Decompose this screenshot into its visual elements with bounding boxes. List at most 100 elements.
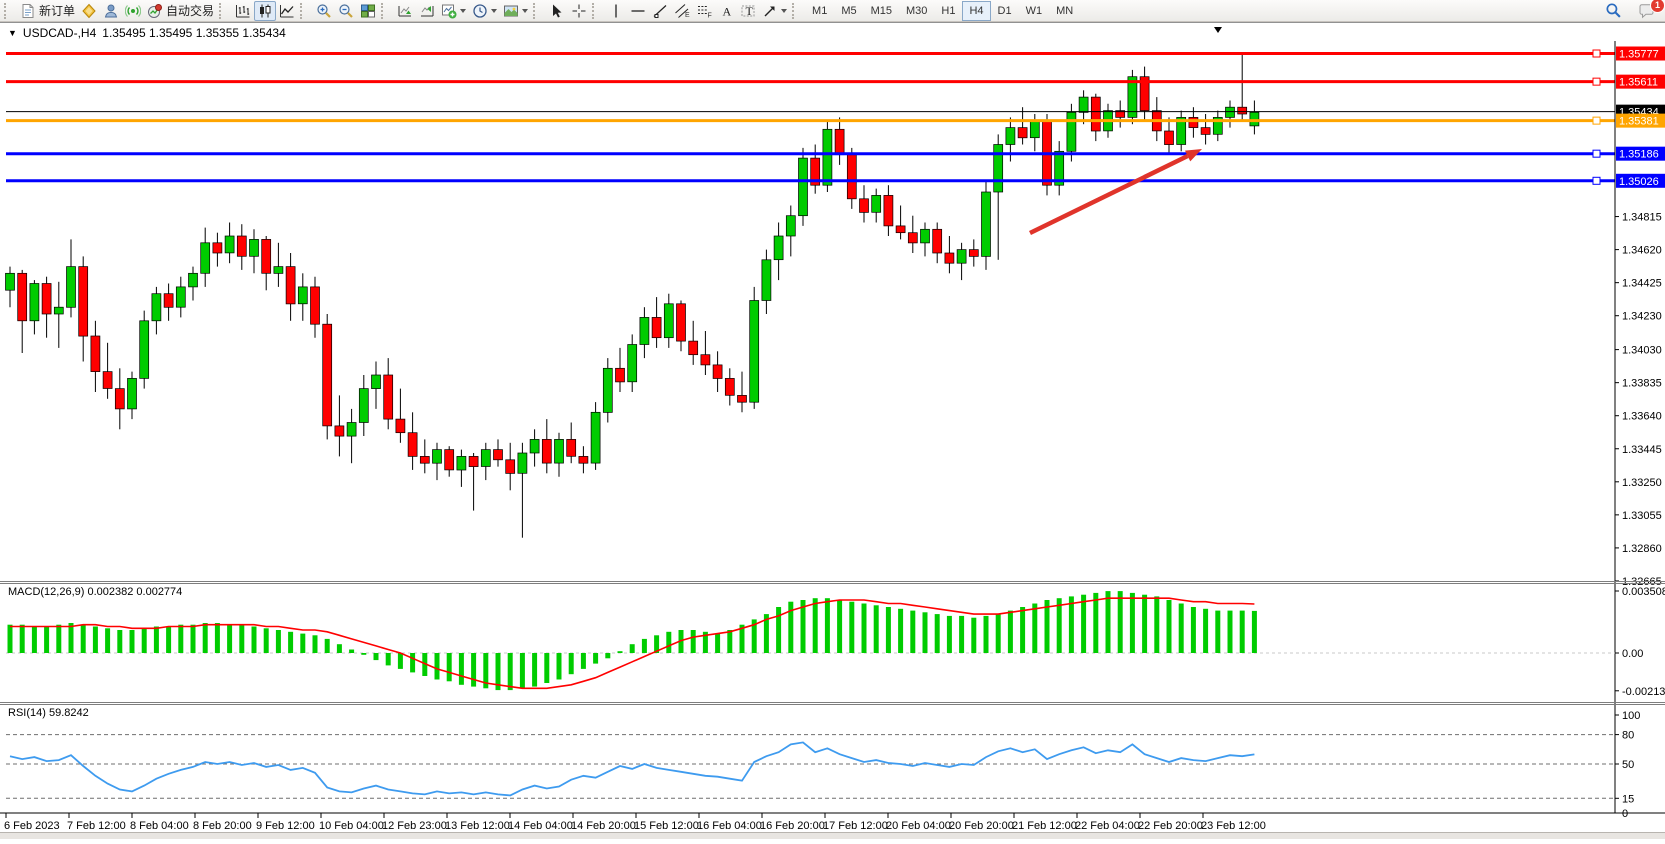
community-button[interactable]: [100, 1, 122, 21]
chat-button[interactable]: 1: [1635, 0, 1665, 21]
zoom-out-button[interactable]: [335, 1, 357, 21]
horizontal-line-tool-button[interactable]: [627, 1, 649, 21]
line-chart-mode-button[interactable]: [276, 1, 298, 21]
hline-handle[interactable]: [1592, 176, 1601, 185]
trendline-tool-button[interactable]: [649, 1, 671, 21]
timeframe-d1-button[interactable]: D1: [997, 4, 1012, 17]
clock-icon: [473, 3, 487, 18]
fibonacci-tool-button[interactable]: F: [693, 1, 715, 21]
time-axis[interactable]: 6 Feb 2023 7 Feb 12:00 8 Feb 04:00 8 Feb 20…: [0, 812, 1665, 832]
trend-arrow-annotation[interactable]: [1029, 149, 1202, 236]
bar-chart-mode-button[interactable]: [232, 1, 254, 21]
mql5-market-button[interactable]: [78, 1, 100, 21]
candlestick-mode-button[interactable]: [254, 0, 277, 21]
tile-windows-button[interactable]: [357, 1, 379, 21]
time-tick-label: 21 Feb 12:00: [1012, 820, 1077, 832]
arrows-tool-button[interactable]: [759, 1, 790, 21]
time-tick-label: 15 Feb 12:00: [634, 820, 699, 832]
dropdown-caret-icon: [460, 8, 467, 13]
auto-scroll-button[interactable]: [394, 1, 416, 21]
svg-text:1.35611: 1.35611: [1619, 77, 1658, 89]
timeframe-w1-button[interactable]: W1: [1025, 4, 1043, 17]
svg-text:T: T: [746, 4, 754, 18]
price-line-label: [1616, 46, 1665, 61]
new-order-icon: [22, 3, 34, 18]
chart-canvas[interactable]: 1.34815 1.34620 1.34425 1.34230 1.34030 1.338…: [0, 23, 1665, 839]
crosshair-tool-button[interactable]: [568, 1, 590, 21]
svg-text:E: E: [685, 12, 690, 19]
timeframe-m5-button[interactable]: M5: [841, 4, 857, 17]
text-tool-button[interactable]: A: [715, 1, 737, 21]
price-axis[interactable]: 1.34815 1.34620 1.34425 1.34230 1.34030 1.338…: [1614, 41, 1665, 813]
time-tick-label: 12 Feb 23:00: [382, 820, 447, 832]
trendline-icon: [653, 4, 667, 18]
time-tick-label: 6 Feb 2023: [4, 820, 60, 832]
price-tick-label: 1.33445: [1622, 444, 1662, 456]
price-line-label: [1616, 146, 1665, 161]
fibonacci-icon: F: [698, 5, 712, 19]
toolbar-grip[interactable]: [381, 2, 390, 19]
svg-text:1.35381: 1.35381: [1619, 116, 1659, 128]
search-button[interactable]: [1602, 1, 1625, 21]
auto-scroll-icon: [398, 5, 412, 16]
dropdown-caret-icon: [522, 8, 529, 13]
macd-tick-label: -0.002138: [1622, 686, 1665, 698]
hline-handle[interactable]: [1592, 49, 1601, 58]
timeframe-h4-button[interactable]: H4: [962, 0, 991, 21]
chart-shift-icon: [421, 5, 434, 16]
rsi-panel: 100 80 50 15 0: [6, 710, 1640, 820]
rsi-tick-label: 0: [1622, 808, 1628, 820]
svg-text:1.35026: 1.35026: [1619, 176, 1659, 188]
toolbar: 新订单 自动交易: [0, 0, 1665, 22]
chart-dropdown-icon[interactable]: ▼: [8, 28, 17, 38]
text-icon: A: [723, 4, 732, 18]
text-label-tool-button[interactable]: T: [737, 1, 759, 21]
toolbar-grip[interactable]: [792, 2, 801, 19]
horizontal-price-lines[interactable]: [6, 49, 1615, 185]
auto-trading-icon: [148, 3, 163, 18]
macd-signal-line: [10, 597, 1255, 690]
new-chart-icon: [442, 4, 457, 18]
time-tick-label: 23 Feb 12:00: [1201, 820, 1266, 832]
timeframe-m15-button[interactable]: M15: [870, 4, 892, 17]
rsi-indicator-label: RSI(14) 59.8242: [8, 707, 89, 719]
cursor-tool-button[interactable]: [546, 1, 568, 21]
toolbar-grip[interactable]: [592, 2, 601, 19]
new-order-label: 新订单: [39, 4, 76, 18]
chart-shift-marker[interactable]: [1214, 27, 1222, 33]
toolbar-grip[interactable]: [300, 2, 309, 19]
periods-clock-button[interactable]: [469, 1, 500, 21]
auto-trading-button[interactable]: 自动交易: [144, 1, 217, 21]
new-chart-button[interactable]: [438, 1, 469, 21]
vertical-line-tool-button[interactable]: [605, 1, 627, 21]
macd-panel: 0.003508 0.00 -0.002138: [6, 586, 1665, 698]
zoom-in-button[interactable]: [313, 1, 335, 21]
price-line-label: [1616, 113, 1665, 128]
templates-button[interactable]: [500, 1, 531, 21]
chart-window[interactable]: ▼ USDCAD-,H4 1.35495 1.35495 1.35355 1.3…: [0, 22, 1665, 839]
timeframe-m1-button[interactable]: M1: [812, 4, 828, 17]
hline-handle[interactable]: [1592, 116, 1601, 125]
hline-handle[interactable]: [1592, 77, 1601, 86]
new-order-button[interactable]: 新订单: [17, 1, 78, 21]
chart-shift-button[interactable]: [416, 1, 438, 21]
time-tick-label: 16 Feb 20:00: [760, 820, 825, 832]
hline-handle[interactable]: [1592, 149, 1601, 158]
rsi-line: [9, 741, 1255, 797]
signals-button[interactable]: [122, 1, 144, 21]
vertical-line-icon: [615, 4, 617, 17]
toolbar-grip[interactable]: [4, 2, 13, 19]
timeframe-m30-button[interactable]: M30: [906, 4, 928, 17]
channel-tool-button[interactable]: E: [671, 1, 693, 21]
signals-broadcast-icon: [125, 4, 142, 17]
price-tick-label: 1.34620: [1622, 245, 1662, 257]
timeframe-mn-button[interactable]: MN: [1056, 4, 1074, 17]
timeframe-h1-button[interactable]: H1: [941, 4, 956, 17]
zoom-in-icon: [317, 3, 331, 18]
time-tick-label: 8 Feb 04:00: [130, 820, 189, 832]
toolbar-grip[interactable]: [219, 2, 228, 19]
community-person-icon: [104, 4, 118, 17]
price-tick-label: 1.33055: [1622, 510, 1662, 522]
toolbar-grip[interactable]: [533, 2, 542, 19]
rsi-tick-label: 100: [1622, 710, 1640, 722]
